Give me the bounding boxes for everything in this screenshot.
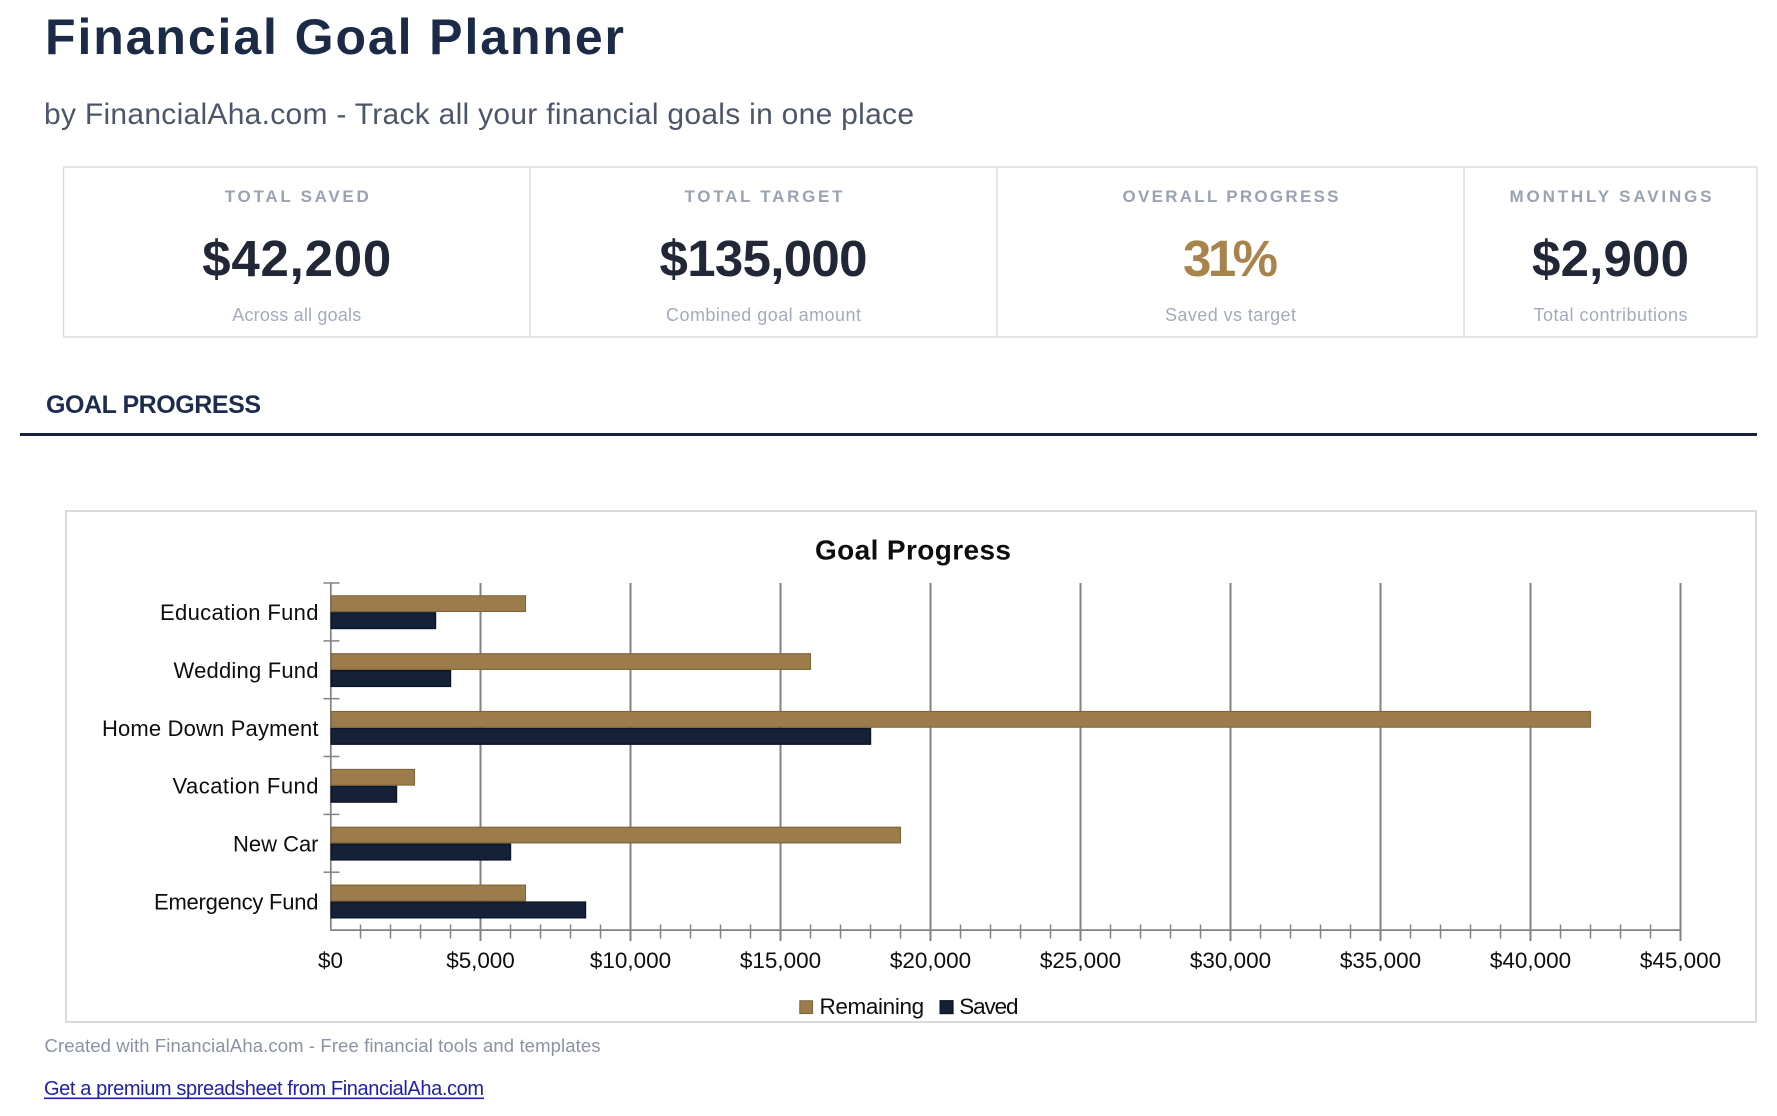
svg-text:GOAL PROGRESS: GOAL PROGRESS <box>46 391 261 419</box>
svg-text:by FinancialAha.com - Track al: by FinancialAha.com - Track all your fin… <box>44 98 914 131</box>
svg-text:Remaining: Remaining <box>820 994 925 1019</box>
svg-text:$2,900: $2,900 <box>1532 230 1689 287</box>
svg-text:Vacation Fund: Vacation Fund <box>173 774 319 799</box>
svg-text:Saved vs target: Saved vs target <box>1165 305 1296 325</box>
svg-text:$15,000: $15,000 <box>740 948 821 973</box>
svg-text:$5,000: $5,000 <box>446 948 515 973</box>
svg-text:Goal Progress: Goal Progress <box>815 535 1011 566</box>
svg-text:TOTAL SAVED: TOTAL SAVED <box>225 187 369 206</box>
svg-text:$10,000: $10,000 <box>590 948 671 973</box>
svg-text:$45,000: $45,000 <box>1640 948 1721 973</box>
svg-text:Created with FinancialAha.com: Created with FinancialAha.com - Free fin… <box>45 1035 601 1056</box>
svg-text:$20,000: $20,000 <box>890 948 971 973</box>
svg-text:Saved: Saved <box>959 994 1018 1019</box>
svg-text:$35,000: $35,000 <box>1340 948 1421 973</box>
svg-text:Get a premium spreadsheet from: Get a premium spreadsheet from Financial… <box>44 1078 484 1100</box>
svg-text:$42,200: $42,200 <box>202 230 391 287</box>
svg-text:Wedding Fund: Wedding Fund <box>174 658 319 683</box>
svg-text:OVERALL PROGRESS: OVERALL PROGRESS <box>1123 187 1339 206</box>
svg-text:Education Fund: Education Fund <box>160 600 319 625</box>
svg-text:$25,000: $25,000 <box>1040 948 1121 973</box>
svg-text:$0: $0 <box>318 948 343 973</box>
svg-text:New Car: New Car <box>233 832 319 857</box>
svg-text:$135,000: $135,000 <box>660 230 868 287</box>
svg-text:$30,000: $30,000 <box>1190 948 1271 973</box>
svg-text:TOTAL TARGET: TOTAL TARGET <box>685 187 844 206</box>
svg-text:31%: 31% <box>1183 230 1278 287</box>
svg-text:Combined goal amount: Combined goal amount <box>666 305 861 325</box>
svg-text:Emergency Fund: Emergency Fund <box>154 889 319 914</box>
svg-text:Home Down Payment: Home Down Payment <box>102 716 319 741</box>
svg-text:Across all goals: Across all goals <box>232 305 361 325</box>
svg-text:Total contributions: Total contributions <box>1534 305 1688 325</box>
svg-text:Financial Goal Planner: Financial Goal Planner <box>45 9 624 65</box>
svg-text:$40,000: $40,000 <box>1490 948 1571 973</box>
